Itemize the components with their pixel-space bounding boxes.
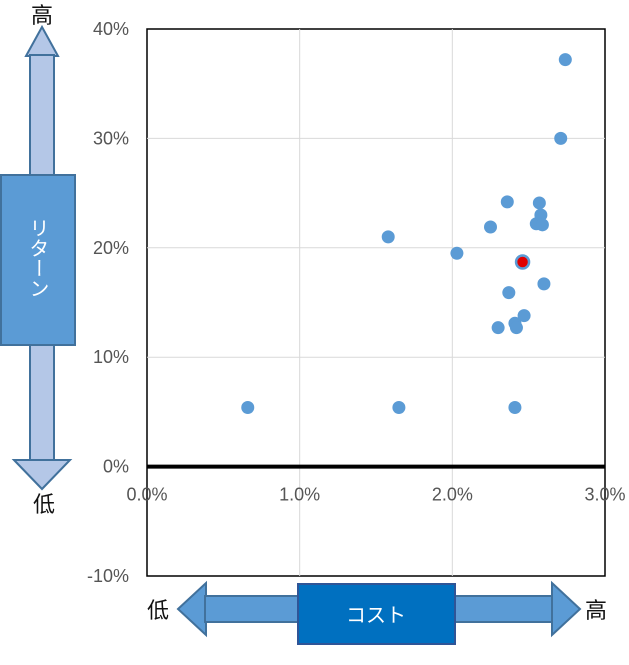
y-indicator: リターン 高 低 [0,4,76,518]
data-point [537,277,551,291]
y-tick-label: 30% [93,128,129,148]
x-indicator-box [297,583,456,645]
data-point [558,53,572,67]
data-point [500,195,514,209]
data-point [450,246,464,260]
x-indicator-left-label: 低 [147,599,169,624]
up-arrow-shaft [29,54,55,176]
x-tick-labels: 0.0% 1.0% 2.0% 3.0% [126,485,625,505]
data-point [509,321,523,335]
x-tick-label: 1.0% [279,485,320,505]
y-indicator-box [0,174,76,346]
right-arrow-shaft [454,595,554,623]
data-point [392,401,406,415]
x-indicator-label: コスト [346,603,406,627]
y-tick-label: 10% [93,347,129,367]
left-arrow-shaft [204,595,300,623]
data-point [491,321,505,335]
data-point [484,220,497,234]
highlight-point [514,254,531,270]
x-indicator: コスト 低 高 [147,580,607,645]
data-point [502,286,516,300]
data-point [508,401,522,415]
plot-area [146,28,606,577]
x-tick-label: 2.0% [432,485,473,505]
data-point [241,401,255,415]
data-point [517,309,531,323]
y-indicator-label: リターン [26,218,50,298]
x-tick-label: 3.0% [584,485,625,505]
data-point [534,208,548,222]
down-arrow-icon [11,459,73,491]
x-tick-label: 0.0% [126,485,167,505]
down-arrow-shaft [29,344,55,462]
y-indicator-top-label: 高 [31,4,53,29]
data-point [381,230,395,244]
data-points [241,53,572,415]
left-arrow-icon [176,580,207,638]
y-indicator-bottom-label: 低 [33,493,55,518]
up-arrow-icon [24,24,60,57]
y-tick-label: 40% [93,19,129,39]
y-tick-labels: -10% 0% 10% 20% 30% 40% [87,19,129,586]
y-tick-label: 20% [93,238,129,258]
y-tick-label: 0% [103,457,129,477]
y-tick-label: -10% [87,566,129,586]
data-point [535,218,549,232]
right-arrow-icon [551,580,582,638]
data-point [532,196,546,210]
x-indicator-right-label: 高 [585,599,607,624]
data-point [554,131,568,145]
